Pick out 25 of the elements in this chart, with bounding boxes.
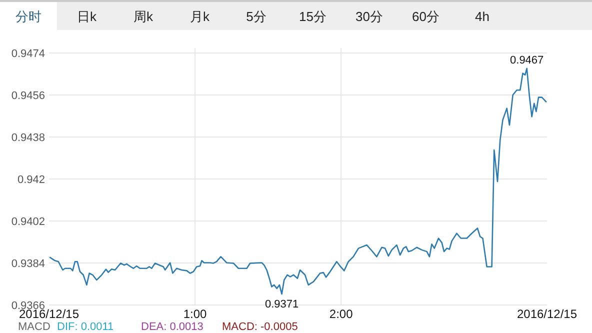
text: 15分 [299, 9, 326, 24]
text: 5分 [246, 9, 266, 24]
text: 分时 [15, 9, 42, 24]
x-tick-label: 2016/12/15 [516, 307, 578, 321]
y-tick-label: 0.9456 [11, 90, 45, 102]
y-tick-label: 0.9438 [11, 132, 45, 144]
text: 日k [77, 9, 97, 24]
y-tick-label: 0.942 [17, 174, 45, 186]
annotation: 0.9371 [264, 298, 299, 310]
text: 周k [134, 9, 154, 24]
text: 60分 [412, 9, 440, 24]
x-tick-label: 2:00 [329, 307, 354, 321]
text: MACD: -0.0005 [222, 321, 298, 333]
text: DEA: 0.0013 [141, 321, 204, 333]
x-tick-label: 1:00 [183, 307, 208, 321]
text: MACD [18, 321, 50, 333]
y-tick-label: 0.9384 [11, 258, 45, 270]
y-tick-label: 0.9474 [11, 48, 45, 60]
text: 月k [190, 9, 210, 24]
y-tick-label: 0.9402 [11, 216, 45, 228]
text: 4h [475, 9, 490, 24]
line-series [49, 68, 547, 295]
text: DIF: 0.0011 [57, 321, 114, 333]
annotation: 0.9467 [510, 54, 544, 66]
text: 30分 [356, 9, 383, 24]
